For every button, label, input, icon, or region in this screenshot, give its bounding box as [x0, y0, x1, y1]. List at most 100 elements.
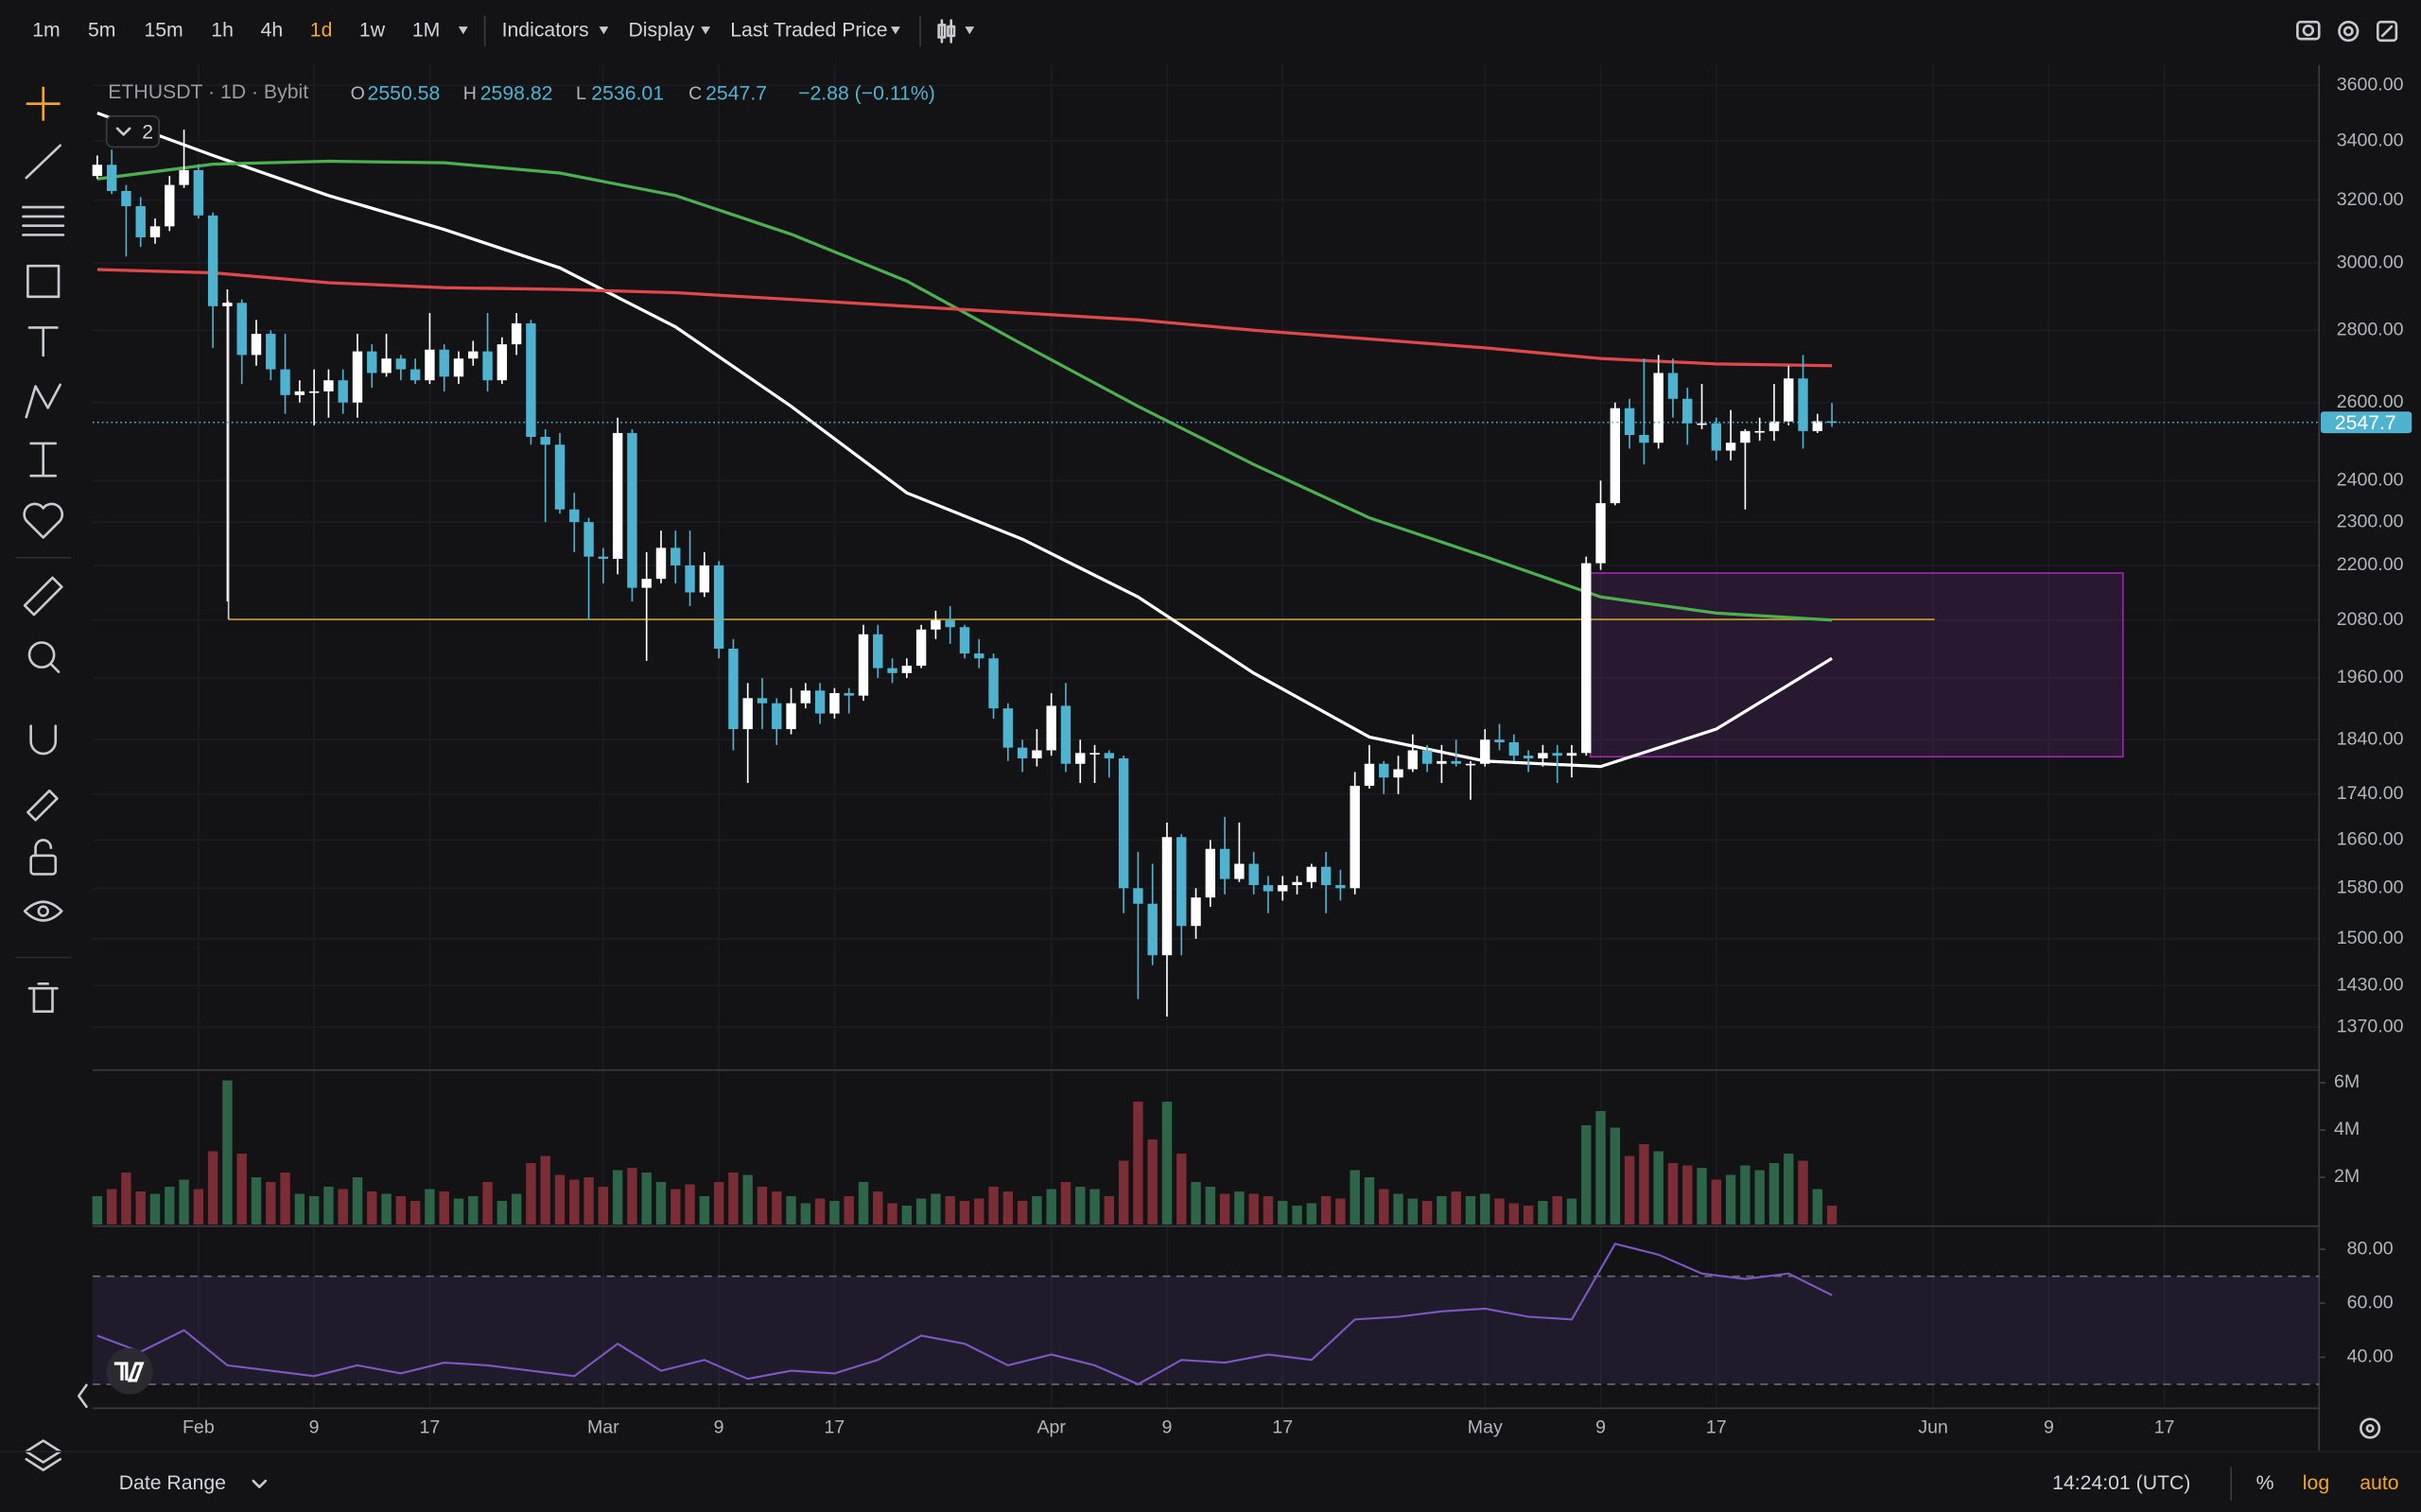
volume-bar: [149, 1193, 161, 1225]
candle-body: [179, 169, 189, 185]
volume-bar: [959, 1201, 970, 1225]
menu[interactable]: Last Traded Price: [730, 20, 887, 42]
ohlc-label: C: [688, 83, 702, 104]
axis-settings-icon[interactable]: [2360, 1417, 2381, 1439]
caret[interactable]: [458, 26, 468, 35]
candle-body: [1320, 866, 1332, 886]
caret[interactable]: [965, 26, 975, 35]
chevron[interactable]: [252, 1479, 268, 1488]
candle-body: [294, 391, 305, 395]
volume-bar: [772, 1191, 782, 1225]
menu[interactable]: Indicators: [502, 20, 589, 42]
collapse-button[interactable]: [77, 1383, 88, 1408]
candle-body: [1364, 763, 1375, 786]
volume-bar: [757, 1187, 768, 1225]
lock-drawing-icon[interactable]: [26, 789, 59, 822]
menu[interactable]: Display: [628, 20, 694, 42]
volume-bar: [1335, 1198, 1346, 1225]
volume-bar: [671, 1189, 681, 1225]
text-tool[interactable]: [27, 326, 59, 357]
volume-bar: [1421, 1201, 1433, 1225]
fullscreen-icon[interactable]: [2376, 20, 2398, 43]
caret[interactable]: [599, 26, 609, 35]
crosshair-tool[interactable]: [26, 86, 61, 121]
rsi-tick-label: 40.00: [2347, 1347, 2394, 1367]
candle-body: [612, 432, 623, 559]
candle-body: [1508, 742, 1520, 756]
volume-bar: [1118, 1160, 1129, 1225]
percent-toggle[interactable]: %: [2256, 1472, 2274, 1494]
fib-tool[interactable]: [22, 205, 65, 236]
camera-icon[interactable]: [2296, 20, 2321, 41]
y-tick-label: 1430.00: [2337, 974, 2404, 995]
volume-bar: [453, 1198, 464, 1225]
chart-style-icon[interactable]: [937, 19, 956, 43]
candle-body: [742, 698, 753, 730]
ruler-icon[interactable]: [23, 576, 63, 617]
indicator-toggle[interactable]: [105, 114, 160, 148]
magnet-icon[interactable]: [29, 724, 58, 756]
candle-body: [1407, 750, 1419, 770]
auto-toggle[interactable]: auto: [2360, 1472, 2398, 1494]
volume-bar: [742, 1174, 753, 1225]
rectangle-drawing[interactable]: [1589, 572, 2124, 758]
candle-body: [1263, 885, 1274, 892]
interval[interactable]: 1h: [211, 20, 234, 42]
interval[interactable]: 1M: [412, 20, 440, 42]
y-tick-label: 2400.00: [2337, 469, 2404, 490]
candle-body: [149, 226, 161, 238]
lock-icon[interactable]: [29, 839, 58, 876]
change: −2.88 (−0.11%): [798, 83, 935, 105]
x-tick-label: 17: [1272, 1417, 1293, 1438]
candle-body: [92, 165, 103, 177]
candle-body: [425, 349, 435, 381]
candle-body: [1219, 848, 1230, 879]
y-tick-label: 1370.00: [2337, 1017, 2404, 1037]
candle-body: [1133, 888, 1143, 904]
candle-body: [959, 627, 970, 654]
volume-bar: [1104, 1196, 1115, 1225]
interval[interactable]: 15m: [144, 20, 183, 42]
y-tick-label: 3000.00: [2337, 252, 2404, 272]
volume-bar: [1161, 1102, 1173, 1225]
candle-body: [1480, 739, 1490, 764]
candle-body: [569, 509, 580, 523]
volume-bar: [699, 1196, 710, 1225]
delete-icon[interactable]: [27, 982, 59, 1014]
shape-tool[interactable]: [26, 264, 61, 299]
measure-tool[interactable]: [29, 442, 58, 478]
favorites-icon[interactable]: [23, 502, 64, 539]
caret[interactable]: [701, 26, 711, 35]
candle-body: [1075, 753, 1086, 764]
candle-body: [135, 206, 146, 238]
interval[interactable]: 5m: [88, 20, 115, 42]
volume-bar: [338, 1189, 348, 1225]
date-range[interactable]: Date Range: [119, 1472, 226, 1494]
visibility-icon[interactable]: [23, 900, 63, 922]
chevron[interactable]: [115, 127, 131, 136]
zoom-icon[interactable]: [27, 641, 61, 673]
interval[interactable]: 4h: [261, 20, 284, 42]
line-tool[interactable]: [25, 144, 61, 180]
volume-bar: [1147, 1139, 1158, 1225]
interval[interactable]: 1w: [359, 20, 386, 42]
volume-bar: [496, 1201, 508, 1225]
volume-bar: [1176, 1154, 1187, 1225]
log-toggle[interactable]: log: [2303, 1472, 2329, 1494]
settings-icon[interactable]: [2338, 20, 2360, 43]
interval[interactable]: 1d: [310, 20, 333, 42]
volume-bar: [554, 1174, 566, 1225]
candle-body: [1784, 378, 1794, 422]
caret[interactable]: [891, 26, 900, 35]
volume-bar: [1581, 1125, 1592, 1225]
candle-body: [931, 619, 941, 630]
candle-body: [280, 369, 290, 395]
pattern-tool[interactable]: [25, 383, 61, 419]
volume-bar: [1653, 1151, 1663, 1225]
candle-body: [800, 690, 811, 704]
y-tick-label: 1740.00: [2337, 783, 2404, 804]
candle-body: [1798, 378, 1808, 431]
candle-body: [121, 190, 131, 207]
volume-bar: [1407, 1198, 1419, 1225]
interval[interactable]: 1m: [32, 20, 60, 42]
